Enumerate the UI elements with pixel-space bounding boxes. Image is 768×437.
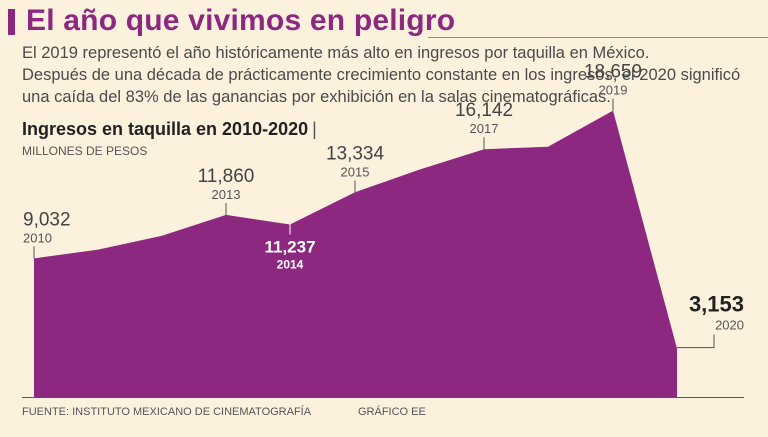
value-label-2020: 3,153 — [689, 292, 744, 317]
chart-title-separator: | — [312, 119, 317, 139]
leader-line-2020 — [677, 334, 715, 349]
footer: FUENTE: INSTITUTO MEXICANO DE CINEMATOGR… — [22, 406, 742, 418]
year-label-2014: 2014 — [277, 258, 304, 272]
year-label-2015: 2015 — [341, 164, 370, 179]
value-label-2014: 11,237 — [264, 238, 315, 257]
description-paragraph-2: Después de una década de prácticamente c… — [22, 66, 741, 106]
year-label-2020: 2020 — [715, 318, 744, 333]
chart-title-text: Ingresos en taquilla en 2010-2020 — [22, 119, 309, 139]
footer-source: FUENTE: INSTITUTO MEXICANO DE CINEMATOGR… — [22, 406, 312, 418]
title-accent-mark — [8, 9, 15, 35]
year-label-2017: 2017 — [470, 121, 499, 136]
year-label-2019: 2019 — [599, 83, 628, 98]
value-label-2015: 13,334 — [326, 143, 385, 164]
page-title: El año que vivimos en peligro — [26, 4, 456, 37]
value-label-2010: 9,032 — [23, 209, 71, 230]
value-label-2017: 16,142 — [455, 100, 513, 121]
description-paragraph-1: El 2019 representó el año históricamente… — [22, 44, 650, 62]
area-series — [34, 110, 677, 397]
value-label-2019: 18,659 — [584, 62, 642, 83]
year-label-2010: 2010 — [23, 230, 52, 245]
title-bar: El año que vivimos en peligro — [8, 4, 768, 40]
unit-label: MILLONES DE PESOS — [22, 144, 148, 158]
title-rule — [428, 37, 768, 38]
description: El 2019 representó el año históricamente… — [22, 42, 762, 108]
footer-credit: GRÁFICO EE — [358, 406, 426, 418]
value-label-2013: 11,860 — [198, 166, 255, 187]
chart-title: Ingresos en taquilla en 2010-2020 | — [22, 119, 317, 140]
year-label-2013: 2013 — [212, 187, 241, 202]
